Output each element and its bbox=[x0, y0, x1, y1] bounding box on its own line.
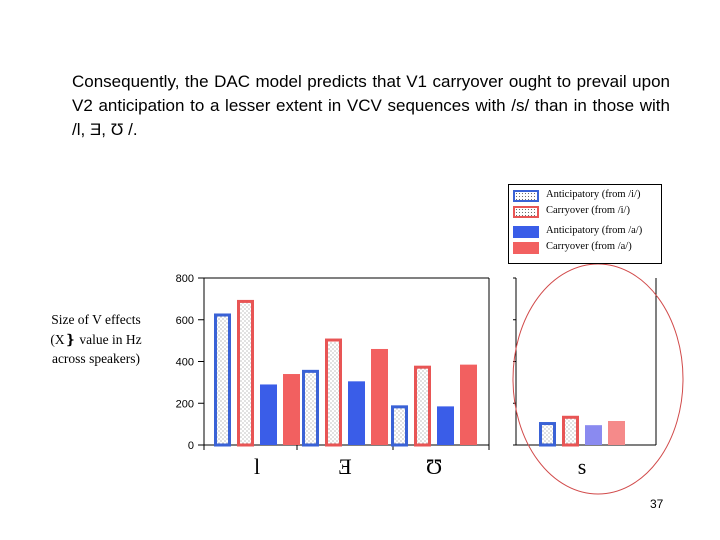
y-tick-label: 600 bbox=[176, 315, 194, 327]
legend-swatch-anticipatory-a bbox=[513, 226, 539, 238]
legend-label-carryover-a: Carryover (from /a/) bbox=[546, 241, 632, 252]
bar-anticipatory-a bbox=[437, 406, 454, 445]
x-category-label: Ǝ bbox=[338, 454, 351, 479]
bar-carryover-a bbox=[371, 348, 388, 445]
legend-label-carryover-i: Carryover (from /i/) bbox=[546, 205, 630, 216]
bar-anticipatory-a bbox=[585, 425, 602, 445]
bar-carryover-i bbox=[325, 338, 342, 447]
bar-anticipatory-i bbox=[302, 369, 319, 447]
legend-label-anticipatory-i: Anticipatory (from /i/) bbox=[546, 189, 641, 200]
y-tick-label: 200 bbox=[176, 398, 194, 410]
bar-carryover-i bbox=[414, 365, 431, 447]
bar-anticipatory-a bbox=[260, 384, 277, 445]
legend-item-carryover-i: Carryover (from /i/) bbox=[513, 204, 661, 223]
y-tick-label: 0 bbox=[188, 440, 194, 452]
x-category-label: s bbox=[578, 454, 587, 479]
slide-paragraph: Consequently, the DAC model predicts tha… bbox=[72, 72, 670, 139]
x-category-label: Ʊ bbox=[426, 454, 442, 479]
legend-label-anticipatory-a: Anticipatory (from /a/) bbox=[546, 225, 643, 236]
highlight-ellipse bbox=[512, 263, 684, 495]
legend-item-anticipatory-a: Anticipatory (from /a/) bbox=[513, 224, 661, 243]
bar-carryover-i bbox=[562, 415, 579, 447]
page-number: 37 bbox=[650, 497, 664, 511]
bar-anticipatory-a bbox=[348, 381, 365, 445]
bar-anticipatory-i bbox=[214, 313, 231, 447]
y-axis-label: Size of V effects (X❵ value in Hz across… bbox=[50, 312, 142, 366]
bar-carryover-i bbox=[237, 299, 254, 447]
bar-anticipatory-i bbox=[391, 405, 408, 447]
bar-carryover-a bbox=[283, 374, 300, 445]
legend-swatch-anticipatory-i bbox=[513, 190, 539, 202]
y-tick-label: 400 bbox=[176, 357, 194, 369]
x-category-label: l bbox=[254, 454, 260, 479]
bar-carryover-a bbox=[608, 420, 625, 445]
y-tick-label: 800 bbox=[176, 273, 194, 285]
legend-item-carryover-a: Carryover (from /a/) bbox=[513, 240, 661, 259]
bar-anticipatory-i bbox=[539, 422, 556, 447]
chart-bars bbox=[214, 299, 625, 447]
legend-swatch-carryover-a bbox=[513, 242, 539, 254]
legend-swatch-carryover-i bbox=[513, 206, 539, 218]
bar-carryover-a bbox=[460, 364, 477, 445]
chart-legend: Anticipatory (from /i/) Carryover (from … bbox=[508, 184, 662, 264]
legend-item-anticipatory-i: Anticipatory (from /i/) bbox=[513, 188, 661, 207]
